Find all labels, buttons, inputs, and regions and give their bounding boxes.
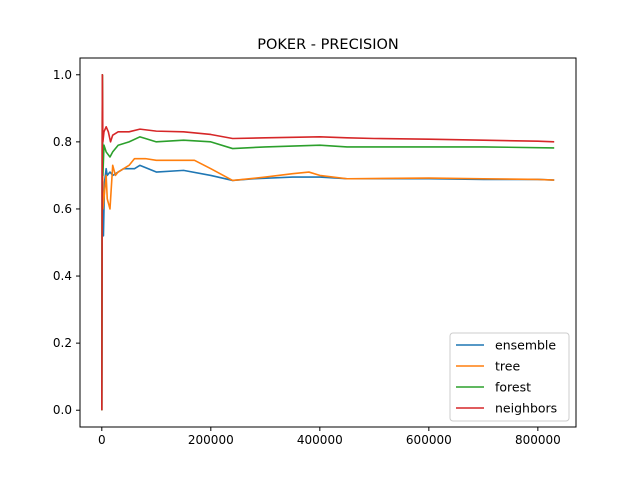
- y-tick-label: 0.6: [53, 202, 72, 216]
- x-tick-label: 400000: [297, 433, 343, 447]
- y-tick-label: 0.0: [53, 403, 72, 417]
- plot-area: [101, 73, 555, 411]
- y-tick-label: 1.0: [53, 68, 72, 82]
- x-tick-label: 600000: [406, 433, 452, 447]
- legend-label-forest: forest: [495, 380, 531, 395]
- y-tick-label: 0.8: [53, 135, 72, 149]
- series-line-forest: [101, 73, 555, 411]
- legend-label-neighbors: neighbors: [495, 401, 557, 416]
- legend-box: [449, 332, 570, 422]
- axes: 0 200000 400000 600000 800000 0.0 0.2 0.4 0.6 0.8…: [53, 68, 561, 447]
- x-tick-label: 200000: [188, 433, 234, 447]
- legend-label-ensemble: ensemble: [495, 338, 556, 353]
- series-line-neighbors: [101, 73, 555, 411]
- x-tick-label: 0: [98, 433, 106, 447]
- y-tick-label: 0.2: [53, 336, 72, 350]
- legend-label-tree: tree: [495, 359, 520, 374]
- y-tick-label: 0.4: [53, 269, 72, 283]
- series-line-tree: [101, 73, 555, 411]
- chart-title: POKER - PRECISION: [257, 37, 398, 53]
- plot-frame: [79, 57, 577, 428]
- x-tick-label: 800000: [515, 433, 561, 447]
- legend: ensemble tree forest neighbors: [449, 332, 570, 422]
